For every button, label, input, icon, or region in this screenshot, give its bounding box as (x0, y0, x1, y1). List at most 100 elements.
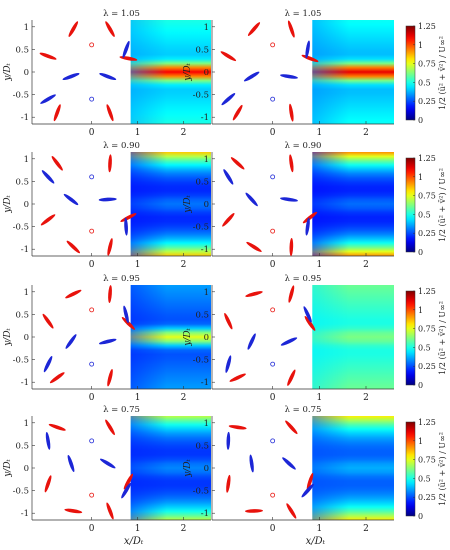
colorbar-tick-label: 1.25 (418, 418, 436, 427)
colorbar-tick-label: 0.5 (418, 78, 431, 87)
blade-blue (280, 197, 298, 202)
blade-red (289, 154, 294, 173)
y-tick-label: 0.5 (15, 310, 29, 320)
rotor-centre (270, 228, 276, 234)
y-tick-label: 1 (24, 419, 29, 429)
blade-blue (67, 454, 75, 473)
x-tick-label: 1 (316, 524, 322, 534)
y-tick-label: -0.5 (193, 91, 209, 101)
rotor-centre (270, 492, 276, 498)
blade-red (230, 157, 245, 170)
blade-blue (124, 217, 128, 236)
panel-title: λ = 1.05 (103, 9, 140, 19)
x-axis-label: x/Dₜ (306, 536, 326, 547)
rotor-centre (89, 174, 95, 180)
colorbar-tick-label: 1 (418, 41, 423, 50)
rotor-centre (270, 96, 276, 102)
panel-r1-c1: -1 -0.5 0 0.5 1 0 1 2 λ = 1.05 y/Dₜ (3, 9, 211, 138)
colorbar-tick-label: 1 (418, 437, 423, 446)
colorbar-tick-label: 0 (418, 381, 423, 390)
flow-field-shade (130, 20, 211, 124)
colorbar-scale (405, 290, 416, 386)
colorbar-label: 1/2 (ū² + v̄²) / U∞² (438, 432, 447, 506)
panel-r3-c2: -1 -0.5 0 0.5 1 0 1 2 λ = 0.95 y/Dₜ (183, 274, 394, 403)
y-tick-label: -0.5 (13, 223, 29, 233)
blade-red (285, 420, 298, 435)
y-tick-label: -1 (201, 378, 209, 388)
y-axis-label: y/Dₜ (3, 194, 13, 213)
blade-blue (63, 193, 79, 206)
blade-red (53, 104, 61, 122)
y-tick-label: 0.5 (195, 310, 209, 320)
x-tick-label: 1 (316, 393, 322, 403)
y-tick-label: 1 (204, 23, 209, 33)
y-tick-label: 0 (24, 68, 29, 78)
y-tick-label: 0.5 (15, 45, 29, 55)
blade-blue (41, 170, 55, 184)
y-tick-label: 1 (204, 155, 209, 165)
rotor-centre (270, 307, 276, 313)
blade-red (245, 509, 263, 513)
panel-title: λ = 0.75 (285, 405, 322, 415)
blade-blue (280, 337, 298, 346)
blade-blue (247, 333, 256, 350)
rotor-centre (89, 96, 95, 102)
colorbar-tick-label: 0.25 (418, 97, 436, 106)
colorbar-r3: 0 0.25 0.5 0.75 1 1.251/2 (ū² + v̄²) / U∞² (405, 287, 447, 390)
blade-blue (303, 306, 312, 323)
y-tick-label: 1 (204, 288, 209, 298)
panel-title: λ = 0.95 (103, 274, 140, 284)
x-tick-label: 2 (363, 393, 369, 403)
y-axis-label: y/Dₜ (3, 62, 13, 81)
x-tick-label: 1 (135, 128, 141, 138)
x-tick-label: 0 (89, 524, 95, 534)
colorbar-tick-label: 1.25 (418, 154, 436, 163)
flow-field-shade (312, 152, 394, 256)
blade-red (306, 472, 314, 491)
colorbar-r4: 0 0.25 0.5 0.75 1 1.251/2 (ū² + v̄²) / U∞² (405, 418, 447, 521)
y-tick-label: -0.5 (13, 356, 29, 366)
colorbar-tick-label: 0 (418, 248, 423, 257)
x-tick-label: 2 (181, 260, 187, 270)
colorbar-tick-label: 0.75 (418, 456, 436, 465)
colorbar-label: 1/2 (ū² + v̄²) / U∞² (438, 36, 447, 110)
colorbar-tick-label: 0.25 (418, 493, 436, 502)
y-tick-label: 1 (24, 155, 29, 165)
y-tick-label: -0.5 (193, 487, 209, 497)
x-tick-label: 2 (363, 524, 369, 534)
blade-blue (301, 483, 314, 498)
y-tick-label: 0 (24, 333, 29, 343)
y-tick-label: -1 (21, 509, 29, 519)
blade-red (246, 241, 262, 252)
blade-blue (282, 457, 296, 470)
blade-red (220, 51, 237, 62)
colorbar-label: 1/2 (ū² + v̄²) / U∞² (438, 168, 447, 242)
blade-blue (280, 74, 298, 79)
y-axis-label: y/Dₜ (183, 62, 193, 81)
flow-field-shade (130, 152, 211, 256)
rotor-centre (270, 42, 276, 48)
blade-red (106, 104, 114, 122)
y-axis-label: y/Dₜ (183, 194, 193, 213)
rotor-centre (89, 361, 95, 367)
blade-blue (225, 355, 232, 373)
blade-blue (245, 192, 258, 207)
x-tick-label: 0 (89, 128, 95, 138)
flow-field-shade (130, 416, 211, 520)
colorbar-tick-label: 0 (418, 116, 423, 125)
flow-field-shade (312, 20, 394, 124)
x-tick-label: 1 (316, 260, 322, 270)
blade-blue (249, 454, 254, 473)
colorbar-tick-label: 0.5 (418, 474, 431, 483)
colorbar-tick-label: 0.75 (418, 325, 436, 334)
blade-blue (98, 338, 117, 345)
colorbar-tick-label: 0.25 (418, 362, 436, 371)
rotor-centre (89, 307, 95, 313)
blade-red (286, 503, 297, 519)
blade-red (121, 317, 135, 330)
x-tick-label: 1 (135, 393, 141, 403)
y-tick-label: -1 (21, 378, 29, 388)
y-tick-label: 0.5 (195, 45, 209, 55)
rotor-centre (89, 42, 95, 48)
